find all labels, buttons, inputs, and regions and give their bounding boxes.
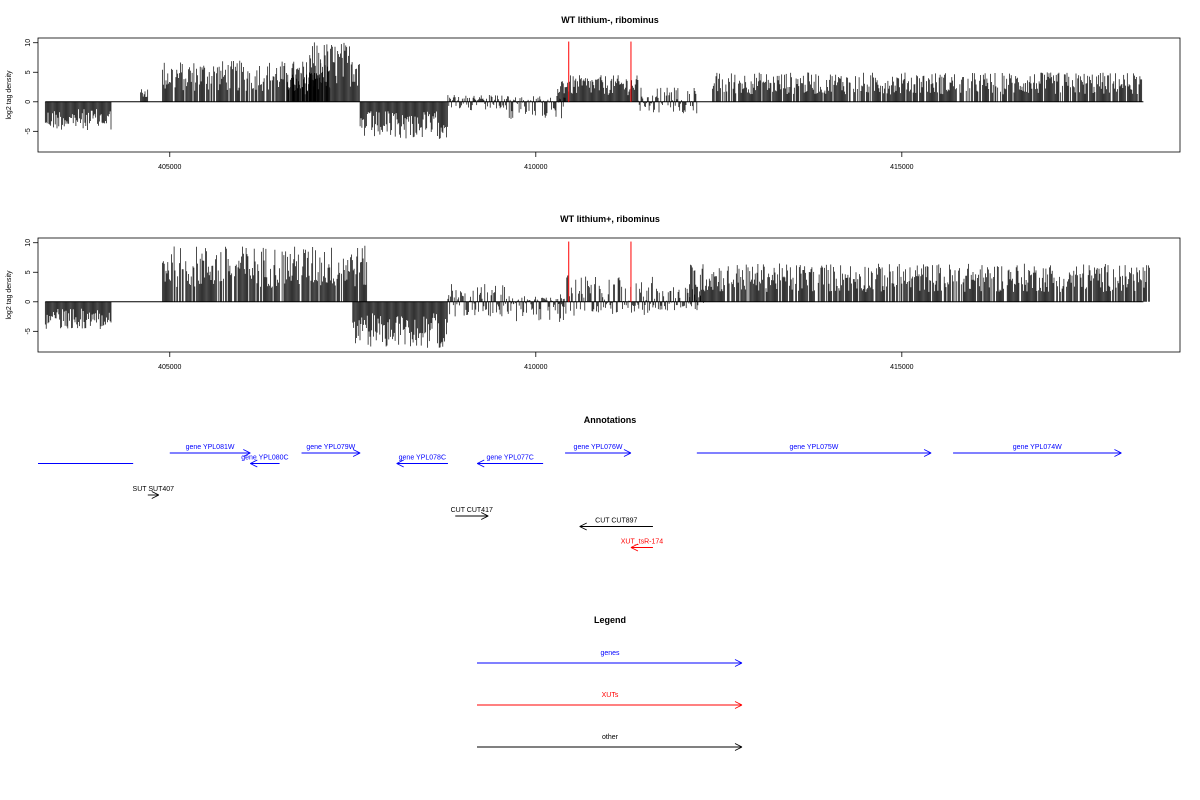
feature-label: XUT_tsR-174 xyxy=(621,539,664,546)
arrow-head xyxy=(734,659,743,664)
annotation-feature: SUT SUT407 xyxy=(133,486,175,499)
annotation-feature: gene YPL074W xyxy=(953,444,1122,457)
track-panel-lithium-plus: WT lithium+, ribominus log2 tag density … xyxy=(6,214,1181,371)
y-axis: -5 0 5 10 xyxy=(25,39,38,134)
annotation-feature: CUT CUT897 xyxy=(579,518,653,531)
y-tick-label: 0 xyxy=(25,300,32,304)
arrow-head xyxy=(477,459,485,464)
density-bars xyxy=(44,42,1143,139)
arrow-head xyxy=(477,463,485,468)
y-tick-label: 10 xyxy=(25,39,32,47)
plot-frame xyxy=(37,37,1181,153)
y-tick-label: -5 xyxy=(25,128,32,134)
feature-label: CUT CUT897 xyxy=(595,518,637,525)
annotation-feature: XUT_tsR-174 xyxy=(621,539,664,552)
annotation-feature: gene YPL080C xyxy=(241,455,289,468)
arrow-head xyxy=(396,463,404,468)
y-tick-label: 10 xyxy=(25,239,32,247)
arrow-head xyxy=(734,743,743,748)
arrow-head xyxy=(734,701,743,706)
arrow-head xyxy=(151,491,159,496)
x-tick-label: 410000 xyxy=(524,364,547,371)
plot-frame xyxy=(37,237,1181,353)
legend-item-other: other xyxy=(477,734,743,751)
feature-label: gene YPL074W xyxy=(1013,444,1062,451)
feature-label: gene YPL081W xyxy=(186,444,235,451)
arrow-head xyxy=(352,449,361,454)
legend-label: other xyxy=(602,734,619,741)
arrow-head xyxy=(396,459,404,464)
annotation-feature: gene YPL075W xyxy=(696,444,932,457)
feature-label: gene YPL079W xyxy=(306,444,355,451)
legend-title: Legend xyxy=(594,615,626,625)
arrow-head xyxy=(1114,449,1122,454)
x-tick-label: 415000 xyxy=(890,164,913,171)
legend-item-xut: XUTs xyxy=(477,692,743,709)
annotation-feature: gene YPL077C xyxy=(477,455,544,468)
feature-label: gene YPL080C xyxy=(241,455,288,462)
annotation-feature: gene YPL078C xyxy=(396,455,448,468)
arrow-head xyxy=(1114,452,1122,457)
y-axis-label: log2 tag density xyxy=(6,70,13,120)
panel-title: WT lithium-, ribominus xyxy=(561,15,659,25)
arrow-head xyxy=(630,543,639,548)
annotations-title: Annotations xyxy=(584,415,637,425)
feature-label: SUT SUT407 xyxy=(133,486,175,493)
annotation-feature: gene YPL081W xyxy=(169,444,251,457)
arrow-head xyxy=(734,746,743,751)
track-panel-lithium-minus: WT lithium-, ribominus log2 tag density … xyxy=(6,15,1181,171)
x-tick-label: 410000 xyxy=(524,164,547,171)
feature-label: gene YPL076W xyxy=(574,444,623,451)
x-axis: 405000 410000 415000 xyxy=(158,152,914,171)
legend-panel: Legend genes XUTs other xyxy=(477,615,743,751)
feature-label: gene YPL078C xyxy=(399,455,446,462)
arrow-head xyxy=(623,449,632,454)
x-tick-label: 415000 xyxy=(890,364,913,371)
annotation-feature: CUT CUT417 xyxy=(451,507,493,520)
x-tick-label: 405000 xyxy=(158,164,181,171)
feature-label: CUT CUT417 xyxy=(451,507,493,514)
density-bars xyxy=(44,245,1150,348)
y-tick-label: -5 xyxy=(25,328,32,334)
annotation-feature: gene YPL076W xyxy=(565,444,632,457)
legend-item-gene: genes xyxy=(477,650,743,667)
y-axis: -5 0 5 10 xyxy=(25,239,38,334)
y-tick-label: 5 xyxy=(25,270,32,274)
arrow-head xyxy=(623,452,632,457)
arrow-head xyxy=(352,452,361,457)
feature-label: gene YPL075W xyxy=(790,444,839,451)
y-axis-label: log2 tag density xyxy=(6,270,13,320)
arrow-head xyxy=(923,449,932,454)
arrow-head xyxy=(734,662,743,667)
arrow-head xyxy=(734,704,743,709)
arrow-head xyxy=(579,522,587,527)
arrow-head xyxy=(151,494,159,499)
arrow-head xyxy=(579,526,587,531)
arrow-head xyxy=(250,463,258,468)
arrow-head xyxy=(243,452,251,457)
legend-label: XUTs xyxy=(602,692,619,699)
feature-label: gene YPL077C xyxy=(486,455,533,462)
arrow-head xyxy=(630,547,639,552)
arrow-head xyxy=(250,459,258,464)
position-markers xyxy=(568,241,632,302)
annotation-feature: gene YPL079W xyxy=(301,444,361,457)
arrow-head xyxy=(481,512,489,517)
panel-title: WT lithium+, ribominus xyxy=(560,214,660,224)
x-tick-label: 405000 xyxy=(158,364,181,371)
annotation-features: gene YPL081W gene YPL080C gene YPL079W gene… xyxy=(38,444,1122,552)
legend-items: genes XUTs other xyxy=(477,650,743,751)
position-markers xyxy=(568,41,632,102)
x-axis: 405000 410000 415000 xyxy=(158,352,914,371)
y-tick-label: 0 xyxy=(25,100,32,104)
y-tick-label: 5 xyxy=(25,70,32,74)
arrow-head xyxy=(243,449,251,454)
arrow-head xyxy=(481,515,489,520)
arrow-head xyxy=(923,452,932,457)
legend-label: genes xyxy=(600,650,620,657)
